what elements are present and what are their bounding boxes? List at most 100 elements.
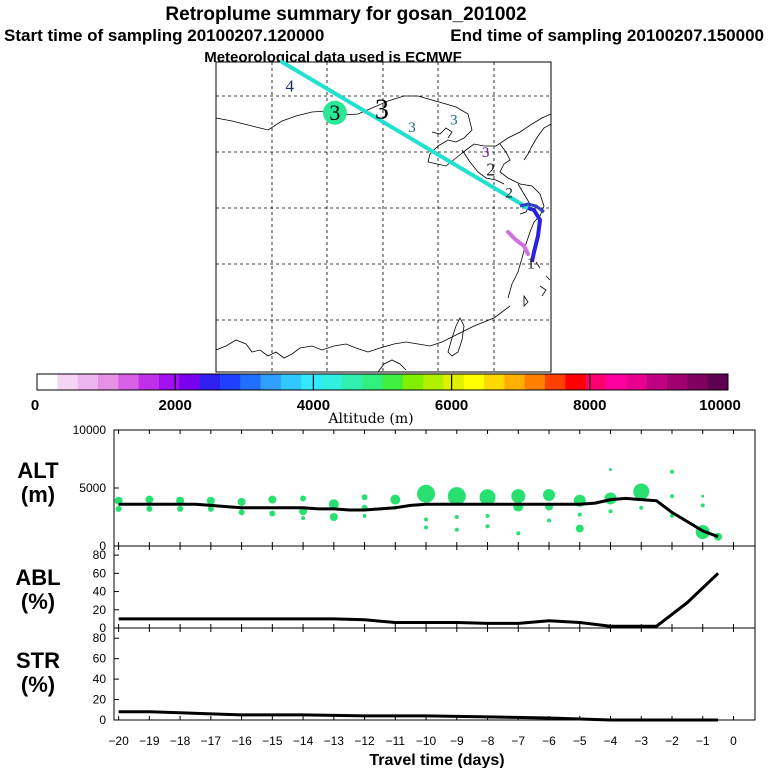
altitude-dot (669, 513, 674, 518)
colorbar-swatch (301, 374, 323, 390)
colorbar-swatch (545, 374, 566, 390)
coastline (535, 261, 541, 269)
time-marker-3: 3 (482, 145, 490, 161)
x-tick-label: −9 (450, 734, 464, 748)
colorbar-swatch (138, 374, 160, 390)
coastline (545, 275, 551, 281)
x-tick-label: −3 (634, 734, 648, 748)
colorbar-frame (36, 373, 729, 391)
altitude-dot (206, 496, 215, 505)
trajectory-low-segment (506, 230, 530, 256)
colorbar-swatch (219, 374, 241, 390)
x-axis-label: Travel time (days) (369, 752, 504, 768)
altitude-dot (609, 467, 613, 471)
panel-frame (113, 545, 756, 629)
panel-ylabel: STR (16, 648, 60, 673)
x-tick-label: −15 (262, 734, 283, 748)
x-tick-label: 0 (730, 734, 737, 748)
panel-frame (113, 627, 756, 721)
time-series-panels: ALT(m)0500010000ABL(%)020406080STR(%)020… (15, 423, 756, 727)
trajectory-recent-segment (527, 206, 542, 263)
panel-ylabel-unit: (%) (21, 589, 55, 614)
altitude-dot (301, 516, 306, 521)
altitude-dot (543, 488, 556, 501)
y-tick-label: 20 (93, 693, 107, 707)
x-tick-label: −10 (416, 734, 437, 748)
x-tick-label: −6 (542, 734, 556, 748)
altitude-dot (146, 505, 153, 512)
panel-ylabel: ABL (15, 565, 60, 590)
altitude-dot (669, 469, 674, 474)
colorbar-swatch (37, 374, 58, 390)
series-line-alt (118, 496, 719, 539)
colorbar-tick-label: 8000 (573, 397, 606, 414)
time-marker-2: 2 (486, 160, 495, 180)
travel-time-axis: −20 −19 −18 −17 −16 −15 −14 −13 −12 −11 −10 −9 −8 −7−… (108, 734, 737, 748)
y-tick-label: 80 (93, 548, 107, 562)
altitude-dot (633, 483, 650, 500)
colorbar-swatch (199, 374, 221, 390)
time-marker-3: 3 (450, 112, 458, 128)
colorbar-swatch (504, 374, 526, 390)
y-tick-label: 0 (99, 621, 106, 635)
x-tick-label: −12 (354, 734, 375, 748)
colorbar-swatch (341, 374, 363, 390)
altitude-dot (300, 495, 307, 502)
x-tick-label: −20 (108, 734, 129, 748)
y-tick-label: 20 (93, 603, 107, 617)
altitude-dot (268, 495, 277, 504)
altitude-dot (238, 509, 245, 516)
x-tick-label: −1 (696, 734, 710, 748)
coastline (215, 95, 552, 167)
y-tick-label: 40 (93, 585, 107, 599)
panel-alt: ALT(m) 0 5000 10000 (17, 423, 756, 553)
panel-abl: ABL(%) 0 20 40 60 80 (15, 545, 756, 635)
time-marker-4: 4 (285, 76, 294, 95)
altitude-dot (237, 497, 246, 506)
altitude-colorbar: 0 2000 4000 6000 8000 10000 (31, 373, 741, 414)
colorbar-swatch (260, 374, 282, 390)
altitude-dot (177, 505, 184, 512)
altitude-dot (115, 505, 122, 512)
altitude-dot (700, 503, 705, 508)
altitude-dot (575, 524, 584, 533)
x-tick-label: −4 (604, 734, 618, 748)
altitude-dot (269, 510, 276, 517)
altitude-dot (701, 494, 705, 498)
time-marker-1: 1 (527, 256, 535, 273)
altitude-dot (424, 517, 429, 522)
x-tick-label: −13 (324, 734, 345, 748)
x-tick-label: −17 (201, 734, 222, 748)
time-marker-3: 3 (375, 94, 389, 125)
colorbar-label: Altitude (m) (327, 411, 413, 427)
marker-blob (322, 100, 347, 125)
altitude-dot (608, 509, 613, 514)
colorbar-swatch (463, 374, 485, 390)
x-tick-label: −18 (170, 734, 191, 748)
x-tick-label: −2 (665, 734, 679, 748)
x-tick-label: −16 (231, 734, 252, 748)
altitude-dot (639, 505, 644, 510)
altitude-dot (516, 531, 521, 536)
colorbar-swatch (687, 374, 709, 390)
colorbar-swatch (280, 374, 302, 390)
series-line-str (118, 710, 719, 722)
panel-ylabel: ALT (17, 458, 59, 483)
coastline (539, 285, 547, 297)
y-tick-label: 5000 (79, 481, 106, 495)
colorbar-tick-label: 6000 (435, 397, 468, 414)
colorbar-swatch (321, 374, 343, 390)
altitude-dot (547, 518, 552, 523)
altitude-dot (485, 524, 490, 529)
coastline (523, 123, 552, 161)
x-tick-label: −7 (511, 734, 525, 748)
colorbar-swatch (423, 374, 444, 390)
coastline (377, 359, 407, 373)
colorbar-swatch (565, 374, 587, 390)
colorbar-swatch (707, 374, 729, 390)
y-tick-label: 0 (99, 713, 106, 727)
coastline (447, 317, 465, 357)
